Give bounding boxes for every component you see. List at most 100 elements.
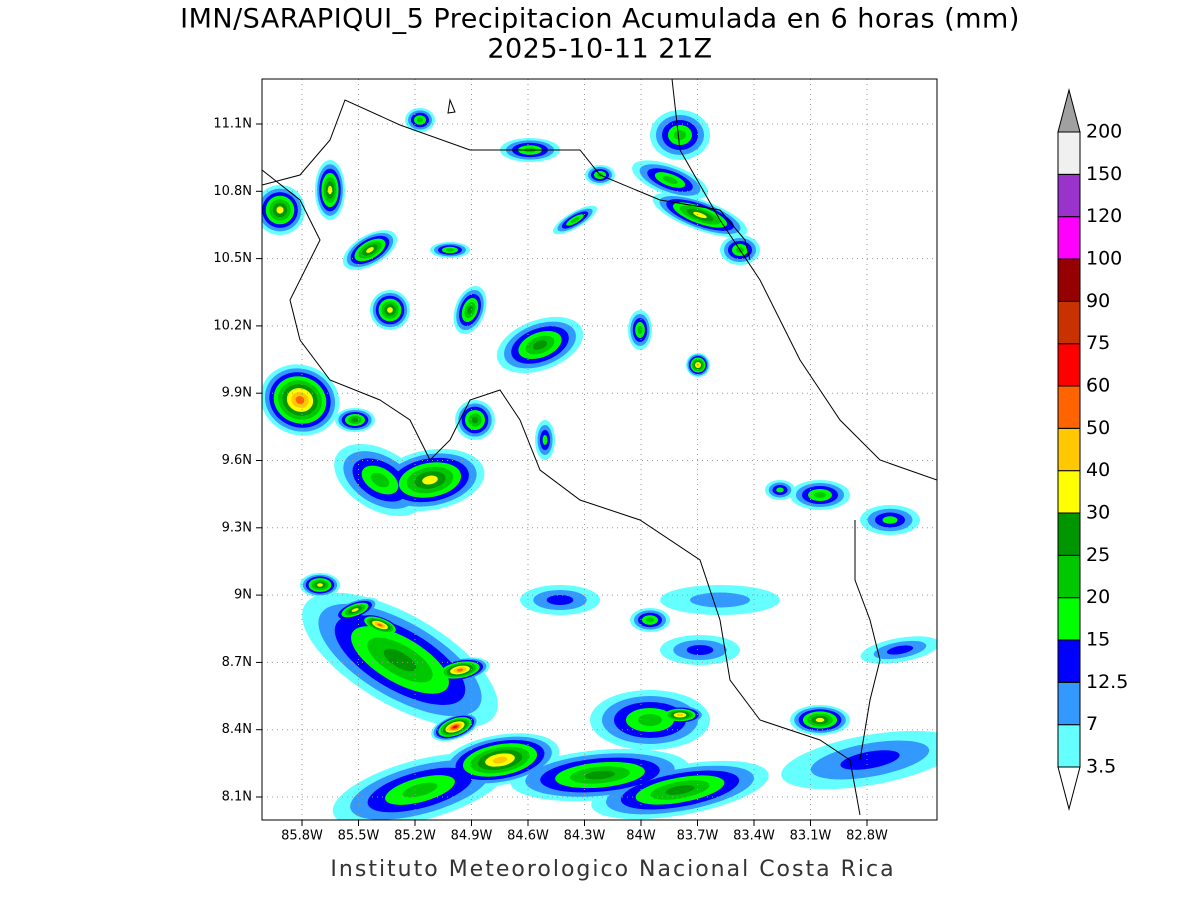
- lon-label: 82.8W: [846, 829, 888, 844]
- lon-label: 85.8W: [281, 829, 323, 844]
- precip-contour: [546, 595, 574, 605]
- precip-contour: [542, 435, 548, 445]
- lat-label: 9N: [234, 588, 252, 603]
- colorbar-triangle: [1057, 766, 1081, 811]
- precip-contour: [377, 623, 383, 627]
- colorbar-box: [1057, 681, 1081, 726]
- axis-labels: 11.1N 10.8N 10.5N 10.2N 9.9N 9.6N 9.3N 9N 8.7N 8.…: [213, 117, 888, 844]
- lon-label: 83.7W: [677, 829, 719, 844]
- lon-label: 84.9W: [451, 829, 493, 844]
- precip-contour: [452, 725, 458, 729]
- precip-contour: [638, 714, 662, 726]
- precip-contour: [295, 396, 305, 404]
- precip-contour: [366, 247, 374, 253]
- precip-contour: [882, 516, 898, 524]
- precip-contour: [532, 340, 548, 350]
- colorbar-label: 25: [1086, 544, 1110, 566]
- colorbar-box: [1057, 173, 1081, 218]
- grid: [262, 79, 937, 820]
- colorbar-box: [1057, 470, 1081, 514]
- precip-contour: [456, 668, 464, 672]
- precip-contour: [686, 645, 714, 655]
- precip-contour: [646, 617, 654, 623]
- colorbar-box: [1057, 300, 1081, 345]
- lon-label: 85.5W: [338, 829, 380, 844]
- lat-label: 8.4N: [222, 722, 252, 737]
- colorbar-label: 7: [1086, 713, 1098, 735]
- colorbar-label: 3.5: [1086, 756, 1116, 778]
- coastline: [671, 79, 937, 481]
- precip-contour: [637, 326, 643, 334]
- lon-label: 84.6W: [507, 829, 549, 844]
- border: [854, 520, 881, 761]
- lon-label: 85.2W: [394, 829, 436, 844]
- lat-label: 11.1N: [213, 117, 252, 132]
- lat-label: 10.5N: [213, 251, 252, 266]
- colorbar-label: 200: [1086, 121, 1122, 143]
- colorbar-label: 120: [1086, 205, 1122, 227]
- precip-contour: [492, 756, 508, 764]
- footer: Instituto Meteorologico Nacional Costa R…: [330, 857, 895, 882]
- lat-label: 8.7N: [222, 655, 252, 670]
- lon-label: 84.3W: [564, 829, 606, 844]
- colorbar-label: 50: [1086, 417, 1110, 439]
- precip-contour: [840, 750, 900, 770]
- colorbar-label: 90: [1086, 290, 1110, 312]
- precip-contour: [665, 785, 695, 795]
- colorbar-label: 30: [1086, 502, 1110, 524]
- precip-contour: [387, 307, 393, 313]
- precip-contour: [276, 206, 284, 214]
- colorbar-label: 15: [1086, 629, 1110, 651]
- precip-contour: [351, 608, 359, 612]
- precip-contour: [676, 713, 684, 717]
- colorbar-box: [1057, 427, 1081, 472]
- colorbar-triangle: [1057, 88, 1081, 133]
- precip-contour: [417, 117, 423, 123]
- precip-contour: [471, 416, 479, 424]
- colorbar-box: [1057, 216, 1081, 260]
- colorbar-box: [1057, 597, 1081, 641]
- precip-contour: [674, 130, 686, 140]
- precip-contour: [886, 645, 914, 655]
- precip-field: [262, 108, 937, 820]
- colorbar-label: 12.5: [1086, 671, 1128, 693]
- colorbar-box: [1057, 512, 1081, 556]
- precip-contour: [402, 782, 438, 798]
- precip-contour: [422, 475, 438, 485]
- precip-contour: [696, 363, 700, 367]
- precip-contour: [570, 217, 580, 223]
- precip-contour: [693, 211, 707, 219]
- colorbar-box: [1057, 258, 1081, 302]
- coastlines: [262, 79, 937, 816]
- precip-contour: [467, 305, 473, 315]
- precip-contour: [814, 492, 826, 498]
- title-line-2: 2025-10-11 21Z: [487, 34, 712, 65]
- precip-contour: [585, 770, 615, 780]
- lon-label: 83.1W: [790, 829, 832, 844]
- lat-label: 8.1N: [222, 790, 252, 805]
- precip-contour: [776, 487, 784, 493]
- precip-contour: [662, 176, 678, 184]
- colorbar-label: 75: [1086, 332, 1110, 354]
- colorbar-box: [1057, 724, 1081, 768]
- precip-contour: [327, 185, 333, 195]
- colorbar-label: 60: [1086, 375, 1110, 397]
- colorbar-box: [1057, 131, 1081, 175]
- island: [447, 98, 456, 114]
- precip-contour: [446, 248, 454, 252]
- precip-contour: [317, 583, 323, 587]
- colorbar-box: [1057, 554, 1081, 599]
- colorbar-box: [1057, 639, 1081, 683]
- precip-contour: [815, 717, 825, 723]
- precip-contour: [383, 648, 417, 672]
- colorbar-label: 100: [1086, 248, 1122, 270]
- colorbar-label: 150: [1086, 163, 1122, 185]
- colorbar-box: [1057, 385, 1081, 429]
- map-frame: [261, 78, 938, 821]
- coastline: [262, 169, 861, 816]
- coastline: [262, 99, 751, 261]
- lat-label: 10.2N: [213, 318, 252, 333]
- lon-label: 84W: [626, 829, 656, 844]
- colorbar-label: 40: [1086, 459, 1110, 481]
